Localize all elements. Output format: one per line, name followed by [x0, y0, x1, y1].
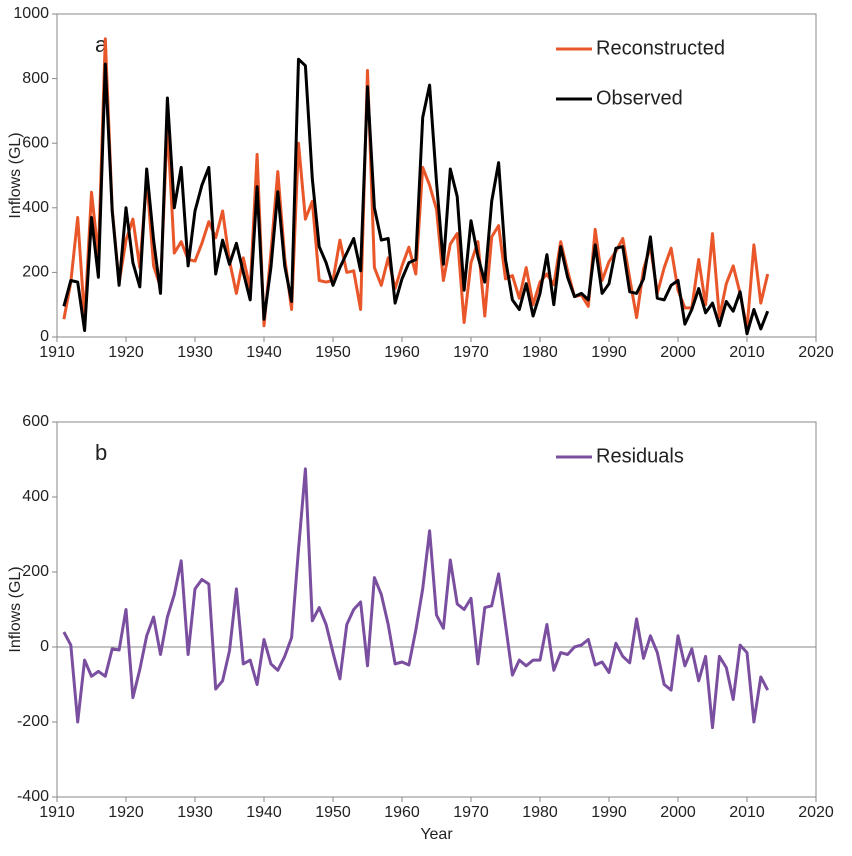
x-tick-label: 1970 [453, 804, 489, 821]
x-tick-label: 1960 [384, 804, 420, 821]
y-tick-label: 400 [22, 488, 49, 505]
x-tick-label: 1960 [384, 344, 420, 361]
y-tick-label: 800 [22, 70, 49, 87]
x-tick-label: 2010 [729, 344, 765, 361]
x-tick-label: 1940 [246, 804, 282, 821]
x-tick-label: 2010 [729, 804, 765, 821]
x-tick-label: 1910 [39, 344, 75, 361]
legend-label: Reconstructed [596, 37, 725, 59]
panel-label: b [95, 440, 107, 465]
x-tick-label: 1980 [522, 804, 558, 821]
data-line [62, 467, 770, 730]
legend-label: Residuals [596, 445, 684, 467]
y-tick-label: 400 [22, 199, 49, 216]
y-tick-label: -400 [17, 788, 49, 805]
y-tick-label: 600 [22, 134, 49, 151]
y-tick-label: 200 [22, 563, 49, 580]
x-tick-label: 1930 [177, 804, 213, 821]
plot-frame [56, 13, 817, 338]
x-tick-label: 2000 [660, 804, 696, 821]
x-tick-label: 1920 [108, 344, 144, 361]
x-axis-label: Year [420, 826, 453, 843]
x-tick-label: 1970 [453, 344, 489, 361]
y-tick-label: -200 [17, 713, 49, 730]
y-tick-label: 600 [22, 413, 49, 430]
x-tick-label: 1910 [39, 804, 75, 821]
y-tick-label: 0 [40, 638, 49, 655]
y-axis-label: Inflows (GL) [7, 132, 24, 218]
x-tick-label: 1950 [315, 344, 351, 361]
y-tick-label: 200 [22, 264, 49, 281]
x-tick-label: 2020 [798, 344, 834, 361]
y-axis-label: Inflows (GL) [7, 566, 24, 652]
legend-box [546, 432, 776, 492]
x-tick-label: 1920 [108, 804, 144, 821]
x-tick-label: 1930 [177, 344, 213, 361]
x-tick-label: 1990 [591, 804, 627, 821]
plot-frame [56, 421, 817, 798]
data-line [62, 57, 770, 336]
x-tick-label: 1950 [315, 804, 351, 821]
x-tick-label: 1990 [591, 344, 627, 361]
x-tick-label: 1940 [246, 344, 282, 361]
legend-label: Observed [596, 87, 683, 109]
x-tick-label: 2000 [660, 344, 696, 361]
x-tick-label: 1980 [522, 344, 558, 361]
y-tick-label: 1000 [13, 5, 49, 22]
x-tick-label: 2020 [798, 804, 834, 821]
legend-box [546, 24, 776, 134]
y-tick-label: 0 [40, 328, 49, 345]
